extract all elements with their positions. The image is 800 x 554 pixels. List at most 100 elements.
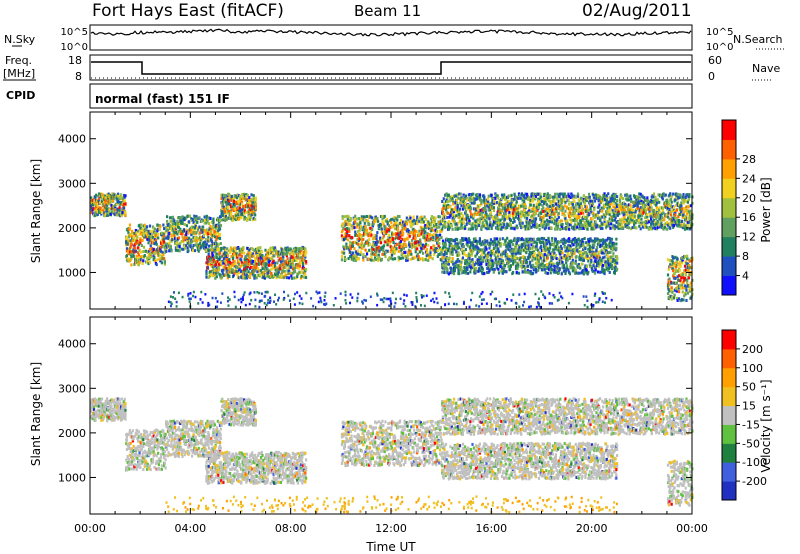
power-echo-cell xyxy=(245,193,248,197)
power-echo-cell xyxy=(453,221,456,225)
power-echo-cell xyxy=(395,232,398,236)
power-echo-cell xyxy=(463,194,466,198)
power-echo-cell xyxy=(288,248,291,252)
power-echo-cell xyxy=(629,203,632,207)
power-echo-cell xyxy=(434,224,437,228)
power-echo-cell xyxy=(561,208,564,212)
power-echo-cell xyxy=(344,258,347,262)
power-echo-cell xyxy=(205,242,208,246)
power-echo-cell xyxy=(599,218,602,222)
power-echo-cell xyxy=(179,241,182,245)
power-echo-cell xyxy=(362,237,365,241)
power-echo-cell xyxy=(640,201,643,205)
power-echo-cell xyxy=(209,273,213,277)
power-echo-cell xyxy=(424,239,427,243)
power-echo-cell xyxy=(639,211,642,215)
power-echo-cell xyxy=(351,257,355,261)
power-echo-cell xyxy=(476,218,479,222)
power-echo-cell xyxy=(399,232,403,236)
power-echo-cell xyxy=(582,218,585,222)
power-echo-cell xyxy=(124,213,127,217)
power-echo-cell xyxy=(556,192,559,196)
power-echo-cell xyxy=(523,196,526,200)
power-echo-cell xyxy=(385,239,389,243)
power-echo-cell xyxy=(638,197,642,201)
power-echo-cell xyxy=(650,227,653,231)
power-echo-cell xyxy=(454,222,457,226)
power-echo-cell xyxy=(248,254,252,258)
power-echo-cell xyxy=(231,275,235,279)
power-echo-cell xyxy=(220,262,223,266)
power-echo-cell xyxy=(503,193,506,197)
power-echo-cell xyxy=(98,192,101,196)
power-echo-cell xyxy=(157,253,161,257)
power-echo-cell xyxy=(189,228,192,232)
power-echo-cell xyxy=(390,220,393,224)
power-echo-cell xyxy=(483,207,486,211)
power-echo-cell xyxy=(658,225,662,229)
power-echo-cell xyxy=(125,249,129,253)
power-echo-cell xyxy=(290,265,293,269)
power-echo-cell xyxy=(613,227,616,231)
power-echo-cell xyxy=(395,221,398,225)
power-echo-cell xyxy=(194,239,197,243)
power-echo-cell xyxy=(297,266,300,270)
power-echo-cell xyxy=(277,252,280,256)
power-echo-cell xyxy=(262,274,265,278)
power-echo-cell xyxy=(657,221,660,225)
power-echo-cell xyxy=(601,222,604,226)
power-echo-cell xyxy=(510,204,513,208)
power-echo-cell xyxy=(188,244,191,248)
power-echo-cell xyxy=(104,196,107,200)
power-echo-cell xyxy=(680,204,683,208)
power-echo-cell xyxy=(147,262,150,266)
power-echo-cell xyxy=(615,207,618,211)
power-echo-cell xyxy=(531,217,534,221)
power-echo-cell xyxy=(520,193,524,197)
power-echo-cell xyxy=(363,215,366,219)
power-echo-cell xyxy=(650,222,653,226)
power-echo-cell xyxy=(343,247,346,251)
power-echo-cell xyxy=(564,215,567,219)
power-echo-cell xyxy=(211,242,214,246)
power-echo-cell xyxy=(245,273,249,277)
power-echo-cell xyxy=(396,242,399,246)
power-echo-cell xyxy=(291,271,294,275)
power-echo-cell xyxy=(347,257,350,261)
power-echo-cell xyxy=(130,256,133,260)
power-echo-cell xyxy=(211,251,214,255)
power-echo-cell xyxy=(364,232,367,236)
power-echo-cell xyxy=(428,232,431,236)
power-echo-cell xyxy=(501,205,504,209)
power-echo-cell xyxy=(300,251,303,255)
power-echo-cell xyxy=(288,269,291,273)
power-echo-cell xyxy=(423,215,426,219)
power-echo-cell xyxy=(224,215,228,219)
power-echo-cell xyxy=(666,198,669,202)
power-echo-cell xyxy=(276,272,280,276)
power-echo-cell xyxy=(641,221,644,225)
power-echo-cell xyxy=(440,250,443,254)
power-echo-cell xyxy=(531,219,535,223)
power-echo-cell xyxy=(304,261,308,265)
power-echo-cell xyxy=(287,272,290,276)
power-echo-cell xyxy=(205,231,208,235)
power-echo-cell xyxy=(489,208,492,212)
power-echo-cell xyxy=(434,216,437,220)
power-echo-cell xyxy=(666,220,669,224)
power-echo-cell xyxy=(231,270,234,274)
power-echo-cell xyxy=(441,199,444,203)
power-echo-cell xyxy=(284,262,287,266)
power-echo-cell xyxy=(617,220,620,224)
power-echo-cell xyxy=(274,248,277,252)
power-echo-cell xyxy=(405,220,408,224)
power-echo-cell xyxy=(466,215,470,219)
power-echo-cell xyxy=(119,214,122,218)
power-echo-cell xyxy=(187,249,190,253)
power-echo-cell xyxy=(256,270,259,274)
power-echo-cell xyxy=(564,200,567,204)
beam-label: Beam 11 xyxy=(354,2,421,20)
power-echo-cell xyxy=(379,214,383,218)
power-echo-cell xyxy=(579,227,582,231)
cpid-frame xyxy=(89,83,693,109)
